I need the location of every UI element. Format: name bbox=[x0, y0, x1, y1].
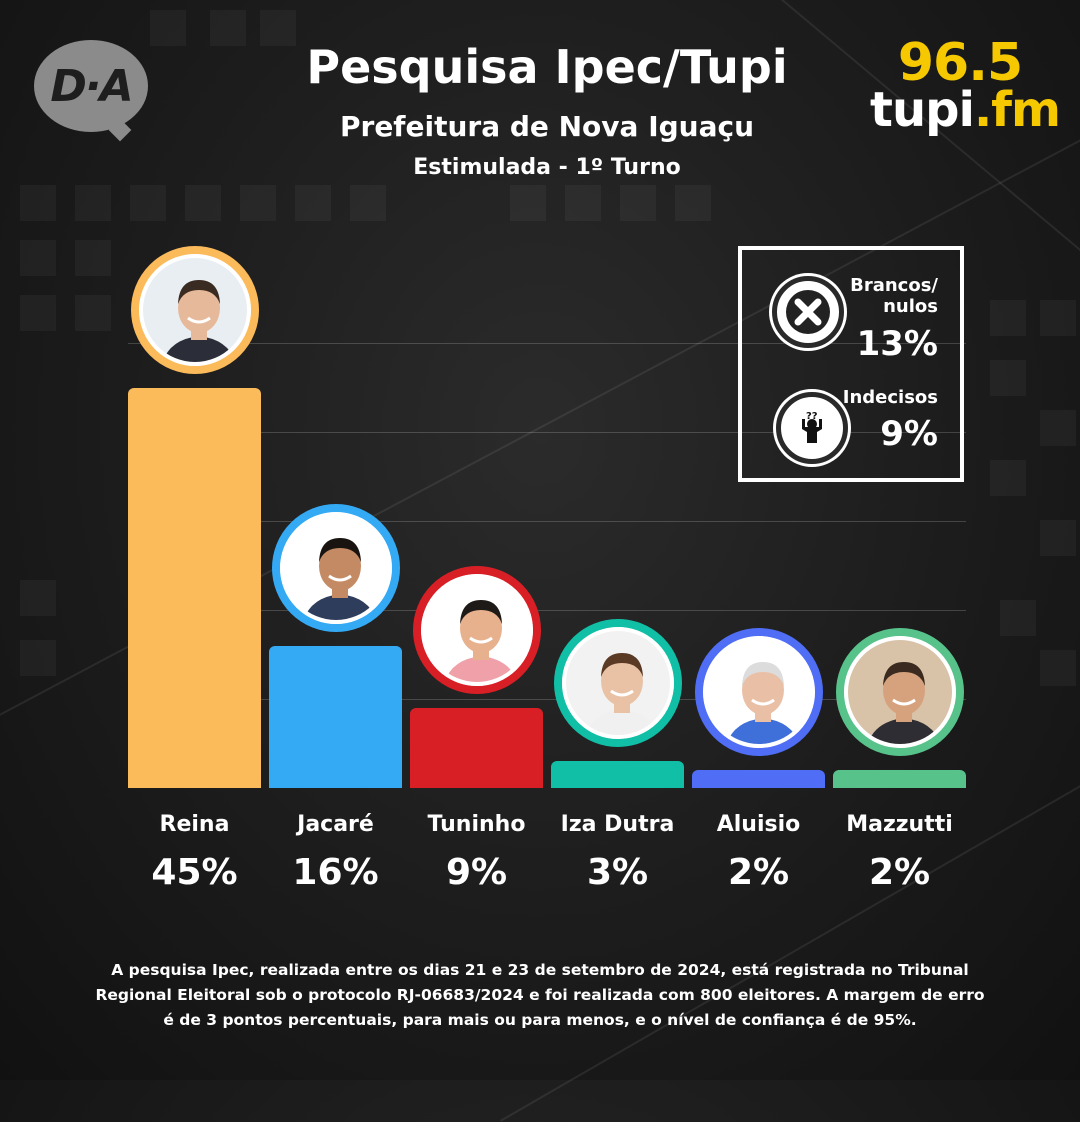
candidate-name: Reina bbox=[159, 812, 230, 837]
blank-null-label-line2: nulos bbox=[883, 295, 938, 317]
grid-line bbox=[128, 610, 966, 611]
tupi-frequency: 96.5 bbox=[897, 33, 1023, 93]
background-tile bbox=[1000, 600, 1036, 636]
background-tile bbox=[75, 240, 111, 276]
methodology-line-1: A pesquisa Ipec, realizada entre os dias… bbox=[111, 961, 969, 979]
candidate-percentage: 45% bbox=[151, 852, 238, 893]
bar-mazzutti bbox=[833, 770, 966, 788]
methodology-line-3: é de 3 pontos percentuais, para mais ou … bbox=[163, 1010, 917, 1029]
methodology-note: A pesquisa Ipec, realizada entre os dias… bbox=[90, 958, 990, 1032]
methodology-line-2: Regional Eleitoral sob o protocolo RJ-06… bbox=[95, 985, 985, 1004]
candidate-photo-image bbox=[138, 254, 251, 366]
bar-jacar- bbox=[269, 645, 402, 788]
grid-line bbox=[128, 432, 966, 433]
background-tile bbox=[565, 185, 601, 221]
candidate-percentage: 2% bbox=[727, 852, 790, 893]
candidate-name: Mazzutti bbox=[846, 812, 953, 837]
tupi-name: tupi.fm bbox=[870, 86, 1061, 134]
background-tile bbox=[185, 185, 221, 221]
background-tile bbox=[295, 185, 331, 221]
page-subtitle-round: Estimulada - 1º Turno bbox=[413, 155, 681, 180]
undecided-person-icon: ?? bbox=[776, 392, 848, 464]
x-circle-icon bbox=[772, 276, 844, 348]
background-tile bbox=[1040, 410, 1076, 446]
background-tile bbox=[675, 185, 711, 221]
bar-reina bbox=[128, 388, 261, 788]
bar-iza-dutra bbox=[551, 761, 684, 788]
candidate-percentage: 2% bbox=[868, 852, 931, 893]
candidate-photo bbox=[130, 246, 259, 374]
candidate-photo-image bbox=[420, 574, 533, 686]
page-subtitle: Prefeitura de Nova Iguaçu bbox=[339, 110, 755, 143]
background-tile bbox=[20, 240, 56, 276]
candidate-photo bbox=[694, 628, 823, 756]
candidate-photo-image bbox=[843, 636, 956, 748]
background-tile bbox=[20, 640, 56, 676]
candidate-photo bbox=[553, 619, 682, 748]
background-tile bbox=[990, 300, 1026, 336]
candidate-photo bbox=[412, 566, 541, 694]
background-tile bbox=[20, 295, 56, 331]
candidate-name: Tuninho bbox=[427, 812, 526, 837]
grid-line bbox=[128, 343, 966, 344]
background-tile bbox=[20, 185, 56, 221]
side-info-box: Brancos/ nulos 13% ?? Indecisos 9% bbox=[738, 246, 964, 482]
undecided-label: Indecisos bbox=[842, 387, 938, 408]
blank-null-label-line1: Brancos/ bbox=[850, 275, 938, 296]
grid-line bbox=[128, 699, 966, 700]
background-tile bbox=[1040, 520, 1076, 556]
blank-null-label: Brancos/ nulos bbox=[850, 275, 938, 317]
background-tile bbox=[620, 185, 656, 221]
tupi-suffix: .fm bbox=[973, 81, 1061, 138]
bar-tuninho bbox=[410, 708, 543, 788]
grid-line bbox=[128, 521, 966, 522]
background-tile bbox=[75, 295, 111, 331]
candidate-photo-image bbox=[702, 636, 815, 748]
background-tile bbox=[130, 185, 166, 221]
candidate-percentage: 3% bbox=[586, 852, 649, 893]
candidate-photo bbox=[835, 628, 964, 756]
candidate-name: Jacaré bbox=[297, 812, 374, 837]
background-tile bbox=[20, 580, 56, 616]
candidate-photo bbox=[271, 503, 400, 632]
candidate-percentage: 16% bbox=[292, 852, 379, 893]
background-tile bbox=[990, 460, 1026, 496]
background-tile bbox=[1040, 650, 1076, 686]
background-tile bbox=[75, 185, 111, 221]
page-title: Pesquisa Ipec/Tupi bbox=[306, 40, 788, 94]
candidate-name: Iza Dutra bbox=[560, 812, 675, 837]
candidate-photo-image bbox=[279, 511, 392, 624]
svg-text:??: ?? bbox=[806, 411, 818, 422]
background-tile bbox=[1040, 300, 1076, 336]
background-tile bbox=[240, 185, 276, 221]
da-logo: D·A bbox=[34, 40, 148, 132]
background-tile bbox=[510, 185, 546, 221]
candidate-photo-image bbox=[561, 627, 674, 740]
undecided-value: 9% bbox=[880, 414, 938, 454]
background-tile bbox=[990, 360, 1026, 396]
candidate-percentage: 9% bbox=[445, 852, 508, 893]
background-tile bbox=[350, 185, 386, 221]
tupi-fm-logo: 96.5 tupi.fm bbox=[870, 33, 1061, 134]
bar-aluisio bbox=[692, 770, 825, 788]
candidate-name: Aluisio bbox=[716, 812, 801, 837]
tupi-name-text: tupi bbox=[870, 81, 975, 138]
blank-null-value: 13% bbox=[856, 324, 938, 364]
